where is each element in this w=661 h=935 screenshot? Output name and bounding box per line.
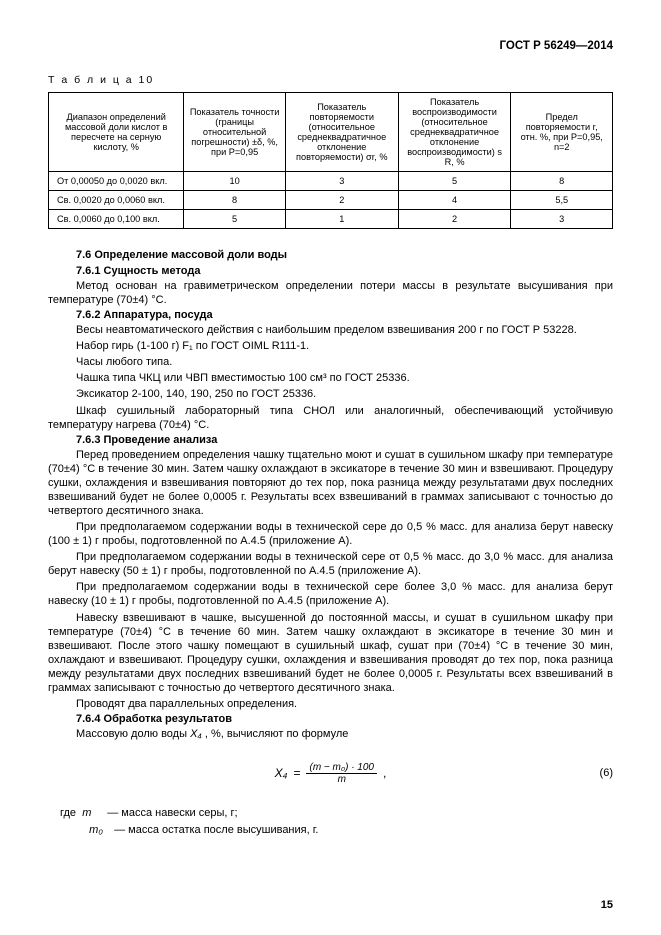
- document-header: ГОСТ Р 56249—2014: [48, 40, 613, 52]
- cell: 3: [285, 172, 398, 191]
- col-header: Показатель повторяемости (относительное …: [285, 93, 398, 172]
- symbol-m0: m₀: [89, 822, 111, 839]
- cell: Св. 0,0060 до 0,100 вкл.: [49, 210, 184, 229]
- paragraph: При предполагаемом содержании воды в тех…: [48, 520, 613, 548]
- paragraph: При предполагаемом содержании воды в тех…: [48, 550, 613, 578]
- paragraph: Перед проведением определения чашку тщат…: [48, 448, 613, 518]
- paragraph: При предполагаемом содержании воды в тех…: [48, 580, 613, 608]
- cell: 2: [398, 210, 511, 229]
- cell: От 0,00050 до 0,0020 вкл.: [49, 172, 184, 191]
- page-number: 15: [601, 899, 613, 911]
- where-text: — масса остатка после высушивания, г.: [114, 824, 318, 836]
- cell: 5,5: [511, 191, 613, 210]
- text: , %, вычисляют по формуле: [202, 728, 349, 740]
- variable-x4: X₄: [190, 728, 202, 740]
- cell: 5: [398, 172, 511, 191]
- paragraph: Чашка типа ЧКЦ или ЧВП вместимостью 100 …: [48, 371, 613, 385]
- section-7-6-4: 7.6.4 Обработка результатов: [48, 713, 613, 725]
- paragraph: Набор гирь (1-100 г) F₁ по ГОСТ OIML R11…: [48, 339, 613, 353]
- cell: 4: [398, 191, 511, 210]
- cell: 2: [285, 191, 398, 210]
- data-table: Диапазон определений массовой доли кисло…: [48, 92, 613, 229]
- fraction: (m − m₀) · 100 m: [306, 762, 377, 785]
- section-7-6-2: 7.6.2 Аппаратура, посуда: [48, 309, 613, 321]
- paragraph: Проводят два параллельных определения.: [48, 697, 613, 711]
- section-7-6-3: 7.6.3 Проведение анализа: [48, 434, 613, 446]
- symbol-m: m: [82, 805, 104, 822]
- paragraph: Метод основан на гравиметрическом опреде…: [48, 279, 613, 307]
- col-header: Диапазон определений массовой доли кисло…: [49, 93, 184, 172]
- table-caption: Т а б л и ц а 10: [48, 74, 613, 86]
- where-text: — масса навески серы, г;: [107, 807, 237, 819]
- denominator: m: [335, 774, 349, 785]
- section-7-6-1: 7.6.1 Сущность метода: [48, 265, 613, 277]
- cell: 8: [184, 191, 286, 210]
- where-block: где m — масса навески серы, г; m₀ — масс…: [60, 805, 613, 838]
- numerator: (m − m₀) · 100: [306, 762, 377, 774]
- paragraph: Шкаф сушильный лабораторный типа СНОЛ ил…: [48, 404, 613, 432]
- paragraph: Весы неавтоматического действия с наибол…: [48, 323, 613, 337]
- col-header: Показатель точности (границы относительн…: [184, 93, 286, 172]
- cell: 5: [184, 210, 286, 229]
- table-row: Св. 0,0060 до 0,100 вкл. 5 1 2 3: [49, 210, 613, 229]
- cell: 10: [184, 172, 286, 191]
- equation-number: (6): [600, 767, 613, 779]
- cell: Св. 0,0020 до 0,0060 вкл.: [49, 191, 184, 210]
- section-7-6: 7.6 Определение массовой доли воды: [48, 249, 613, 261]
- paragraph: Массовую долю воды X₄ , %, вычисляют по …: [48, 727, 613, 741]
- paragraph: Навеску взвешивают в чашке, высушенной д…: [48, 611, 613, 695]
- table-row: От 0,00050 до 0,0020 вкл. 10 3 5 8: [49, 172, 613, 191]
- col-header: Предел повторяемости r, отн. %, при P=0,…: [511, 93, 613, 172]
- cell: 1: [285, 210, 398, 229]
- text: Массовую долю воды: [76, 728, 190, 740]
- cell: 3: [511, 210, 613, 229]
- col-header: Показатель воспроизводимости (относитель…: [398, 93, 511, 172]
- where-intro: где: [60, 807, 76, 819]
- comma: ,: [383, 766, 386, 780]
- cell: 8: [511, 172, 613, 191]
- equals-sign: =: [293, 766, 300, 780]
- paragraph: Часы любого типа.: [48, 355, 613, 369]
- table-row: Св. 0,0020 до 0,0060 вкл. 8 2 4 5,5: [49, 191, 613, 210]
- formula-lhs: X₄: [275, 766, 288, 780]
- formula-block: X₄ = (m − m₀) · 100 m , (6): [48, 755, 613, 791]
- paragraph: Эксикатор 2-100, 140, 190, 250 по ГОСТ 2…: [48, 387, 613, 401]
